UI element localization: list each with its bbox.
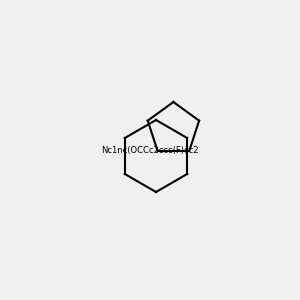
Text: Nc1nc(OCCc2ccc(F)cc2: Nc1nc(OCCc2ccc(F)cc2 <box>101 146 199 154</box>
